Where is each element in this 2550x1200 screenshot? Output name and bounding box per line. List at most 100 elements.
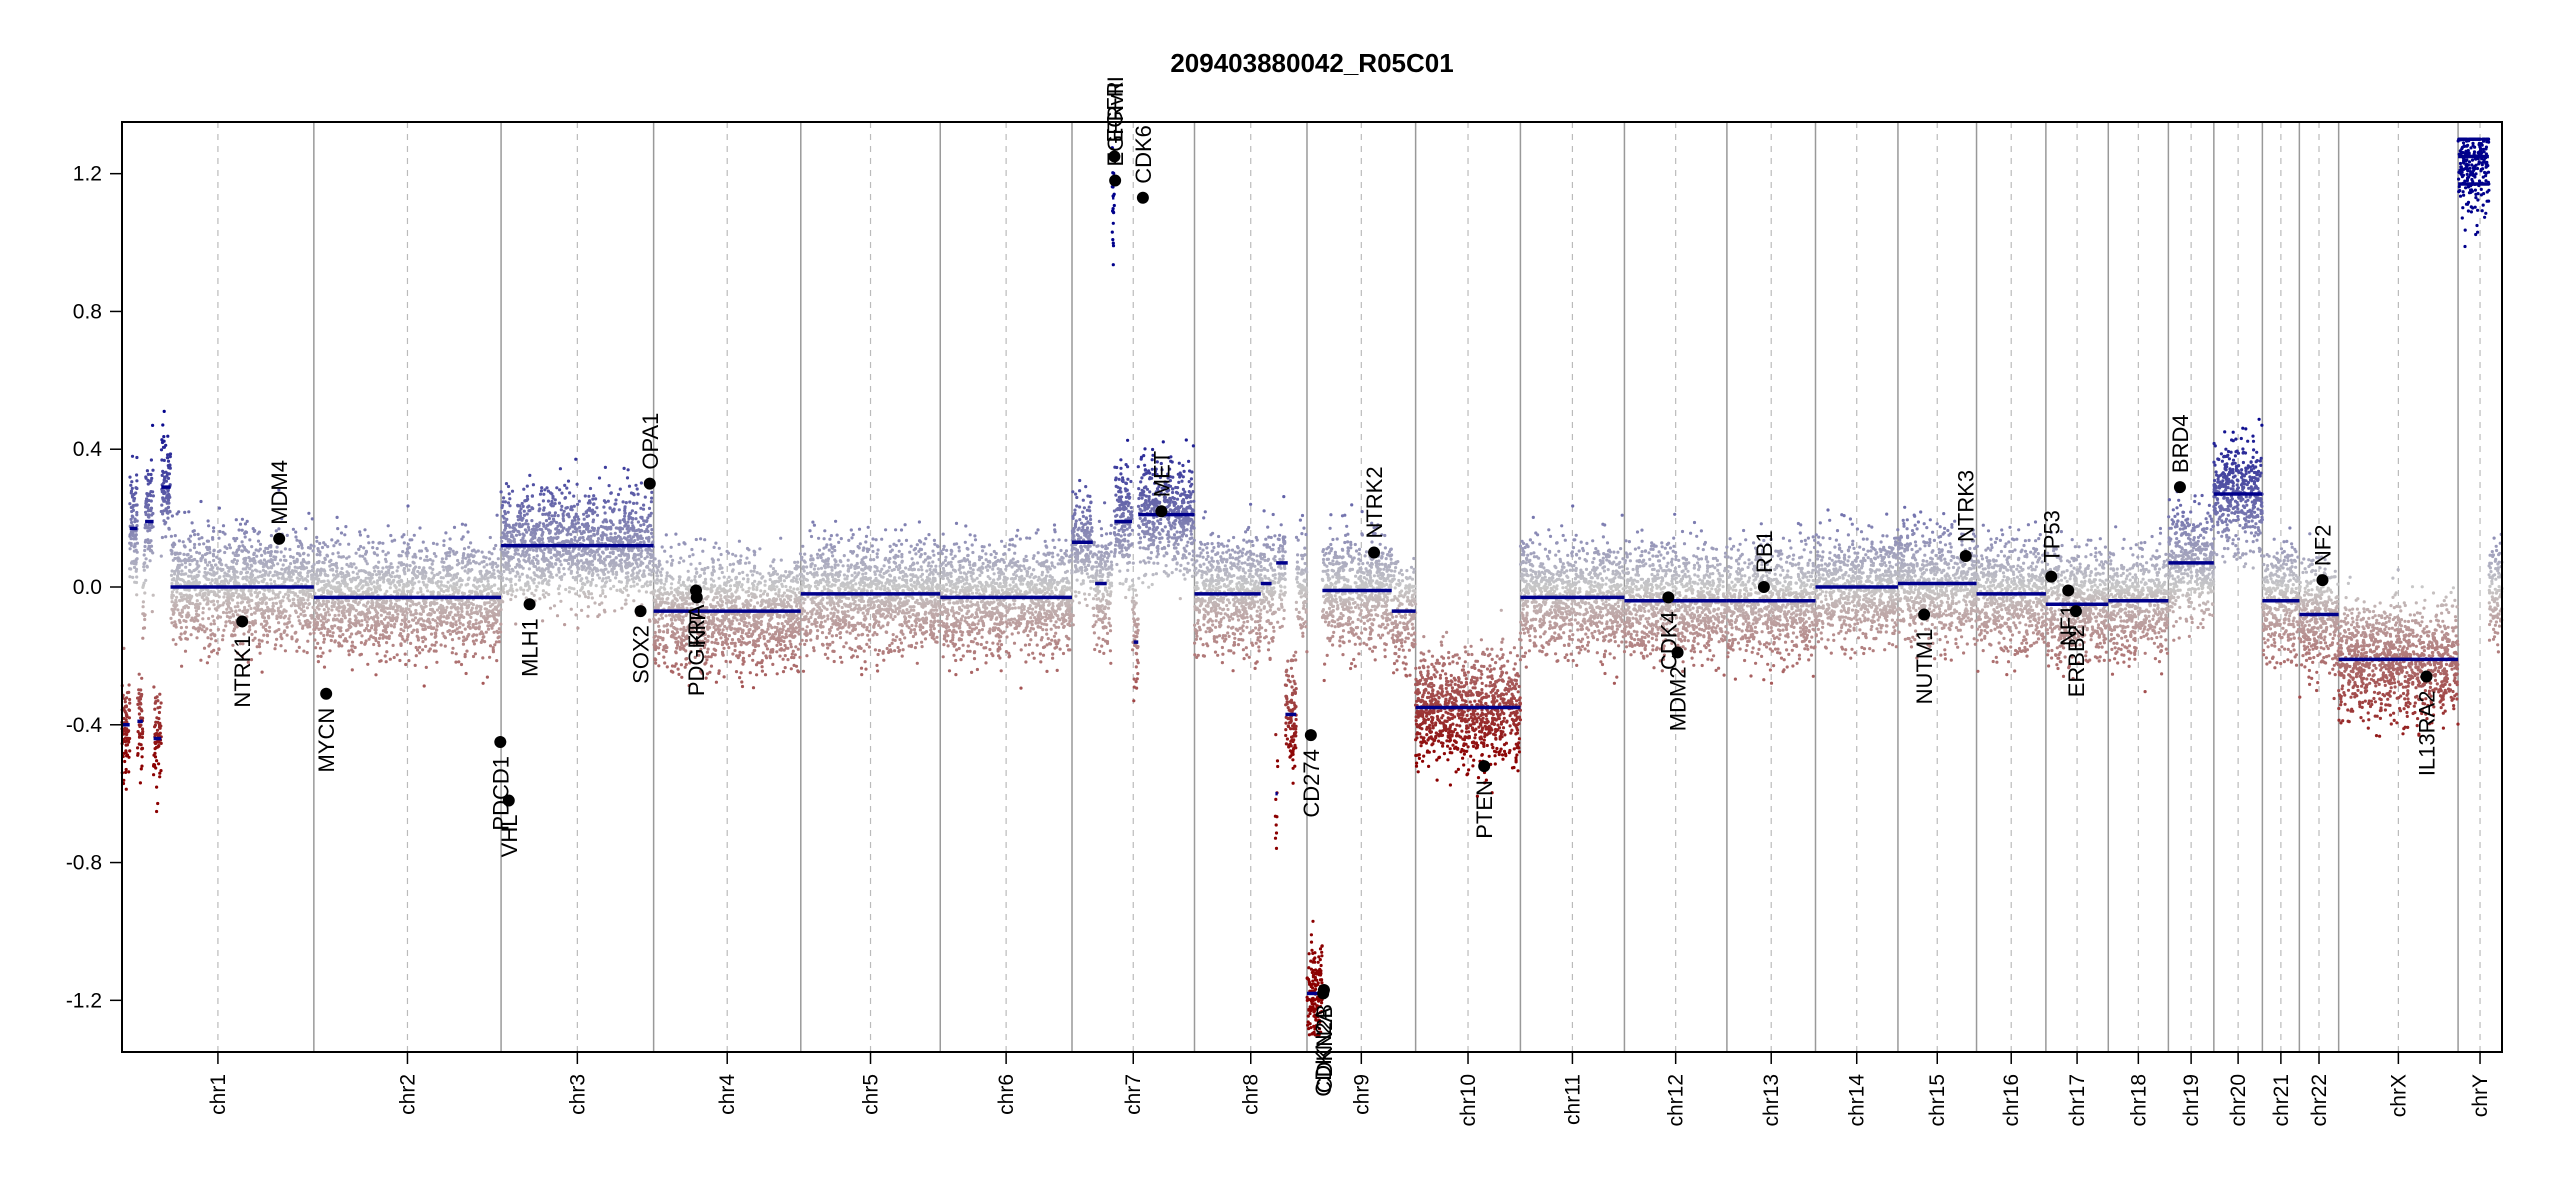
probe-point: [177, 510, 181, 514]
probe-point: [542, 578, 546, 582]
probe-point: [234, 610, 238, 614]
probe-point: [251, 527, 255, 531]
probe-point: [469, 608, 473, 613]
probe-point: [346, 599, 351, 603]
probe-point: [148, 549, 153, 553]
probe-point: [397, 561, 401, 565]
probe-point: [641, 561, 645, 565]
probe-point: [298, 541, 302, 545]
probe-point: [744, 561, 748, 565]
probe-point: [449, 605, 453, 610]
probe-point: [212, 622, 216, 626]
probe-point: [471, 634, 475, 638]
probe-point: [478, 632, 482, 636]
probe-point: [375, 553, 379, 557]
probe-point: [140, 746, 145, 751]
probe-point: [425, 558, 429, 562]
probe-point: [489, 575, 493, 579]
probe-point: [431, 567, 435, 572]
probe-point: [504, 561, 508, 565]
probe-point: [439, 576, 443, 580]
probe-point: [206, 592, 211, 597]
probe-point: [187, 580, 191, 584]
probe-point: [304, 527, 308, 531]
probe-point: [651, 535, 655, 539]
probe-point: [626, 593, 630, 598]
probe-point: [385, 650, 389, 654]
probe-point: [197, 551, 202, 555]
probe-point: [141, 605, 145, 609]
probe-point: [301, 552, 306, 556]
probe-point: [576, 521, 580, 525]
probe-point: [619, 554, 623, 558]
probe-point: [405, 611, 409, 615]
probe-point: [310, 595, 314, 599]
probe-point: [350, 632, 354, 636]
probe-point: [343, 533, 347, 537]
probe-point: [279, 550, 283, 554]
probe-point: [428, 601, 433, 605]
probe-point: [435, 601, 439, 605]
probe-point: [428, 558, 432, 562]
probe-point: [560, 529, 565, 533]
probe-point: [196, 532, 200, 537]
probe-point: [580, 567, 585, 572]
probe-point: [401, 550, 405, 554]
probe-point: [372, 580, 376, 584]
probe-point: [348, 621, 352, 625]
probe-point: [626, 575, 630, 579]
probe-point: [567, 590, 572, 594]
probe-point: [240, 594, 244, 598]
probe-point: [540, 537, 545, 541]
probe-point: [542, 506, 546, 510]
probe-point: [134, 503, 138, 507]
probe-point: [502, 532, 506, 536]
probe-point: [151, 468, 155, 472]
probe-point: [295, 638, 299, 642]
probe-point: [233, 575, 237, 579]
probe-point: [468, 561, 472, 565]
probe-point: [277, 576, 281, 580]
probe-point: [215, 608, 219, 612]
probe-point: [255, 569, 259, 573]
probe-point: [279, 632, 283, 636]
probe-point: [278, 590, 282, 595]
probe-point: [636, 553, 640, 557]
probe-point: [184, 572, 188, 576]
probe-point: [611, 561, 616, 566]
probe-point: [603, 511, 607, 515]
probe-point: [135, 510, 139, 515]
probe-point: [571, 549, 575, 553]
probe-point: [485, 584, 489, 588]
probe-point: [250, 545, 254, 549]
probe-point: [609, 520, 614, 525]
probe-point: [191, 601, 195, 606]
probe-point: [329, 592, 333, 596]
probe-point: [175, 595, 179, 599]
probe-point: [246, 597, 250, 601]
probe-point: [264, 562, 268, 566]
probe-point: [290, 637, 294, 641]
probe-point: [306, 553, 310, 557]
probe-point: [146, 482, 150, 486]
probe-point: [135, 486, 139, 491]
probe-point: [586, 595, 591, 600]
probe-point: [646, 565, 650, 569]
probe-point: [421, 627, 425, 631]
probe-point: [293, 581, 297, 586]
probe-point: [196, 606, 201, 611]
probe-point: [609, 587, 613, 591]
probe-point: [610, 569, 614, 573]
probe-point: [470, 549, 474, 553]
probe-point: [500, 539, 504, 543]
probe-point: [246, 550, 251, 554]
probe-point: [485, 576, 489, 581]
probe-point: [523, 528, 528, 532]
probe-point: [394, 585, 398, 590]
probe-point: [191, 626, 195, 630]
probe-point: [171, 609, 175, 613]
probe-point: [434, 554, 438, 558]
probe-point: [134, 491, 138, 495]
probe-point: [519, 586, 523, 590]
probe-point: [221, 638, 225, 642]
